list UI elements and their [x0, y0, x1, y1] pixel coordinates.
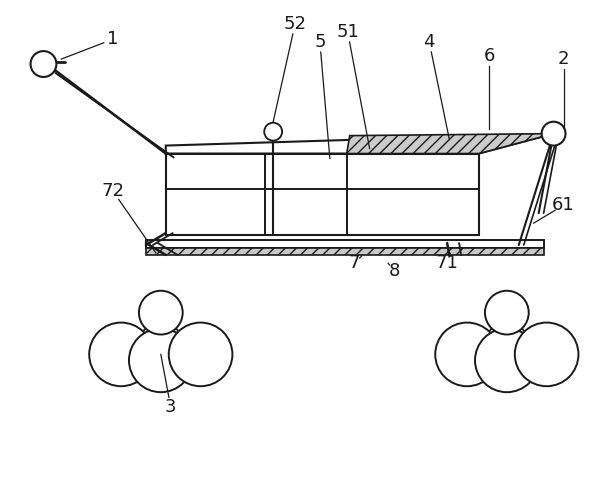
- Circle shape: [264, 123, 282, 141]
- Text: 61: 61: [552, 196, 575, 214]
- Circle shape: [475, 328, 538, 392]
- Text: 51: 51: [336, 23, 359, 41]
- Circle shape: [129, 328, 192, 392]
- Circle shape: [139, 291, 183, 335]
- Text: 6: 6: [483, 47, 495, 65]
- Text: 71: 71: [436, 254, 459, 272]
- Polygon shape: [166, 134, 554, 153]
- Circle shape: [485, 291, 529, 335]
- Polygon shape: [146, 240, 544, 248]
- Text: 1: 1: [107, 30, 119, 48]
- Text: 7: 7: [349, 254, 361, 272]
- Circle shape: [435, 322, 499, 386]
- Circle shape: [515, 322, 578, 386]
- Text: 2: 2: [558, 50, 569, 68]
- Polygon shape: [146, 248, 544, 255]
- Text: 72: 72: [102, 182, 125, 200]
- Polygon shape: [166, 153, 479, 235]
- Text: 52: 52: [284, 15, 307, 33]
- Polygon shape: [347, 134, 554, 153]
- Circle shape: [169, 322, 232, 386]
- Circle shape: [541, 122, 566, 145]
- Text: 4: 4: [424, 33, 435, 51]
- Text: 3: 3: [165, 398, 177, 416]
- Circle shape: [30, 51, 56, 77]
- Circle shape: [89, 322, 153, 386]
- Text: 5: 5: [314, 33, 325, 51]
- Text: 8: 8: [389, 262, 400, 280]
